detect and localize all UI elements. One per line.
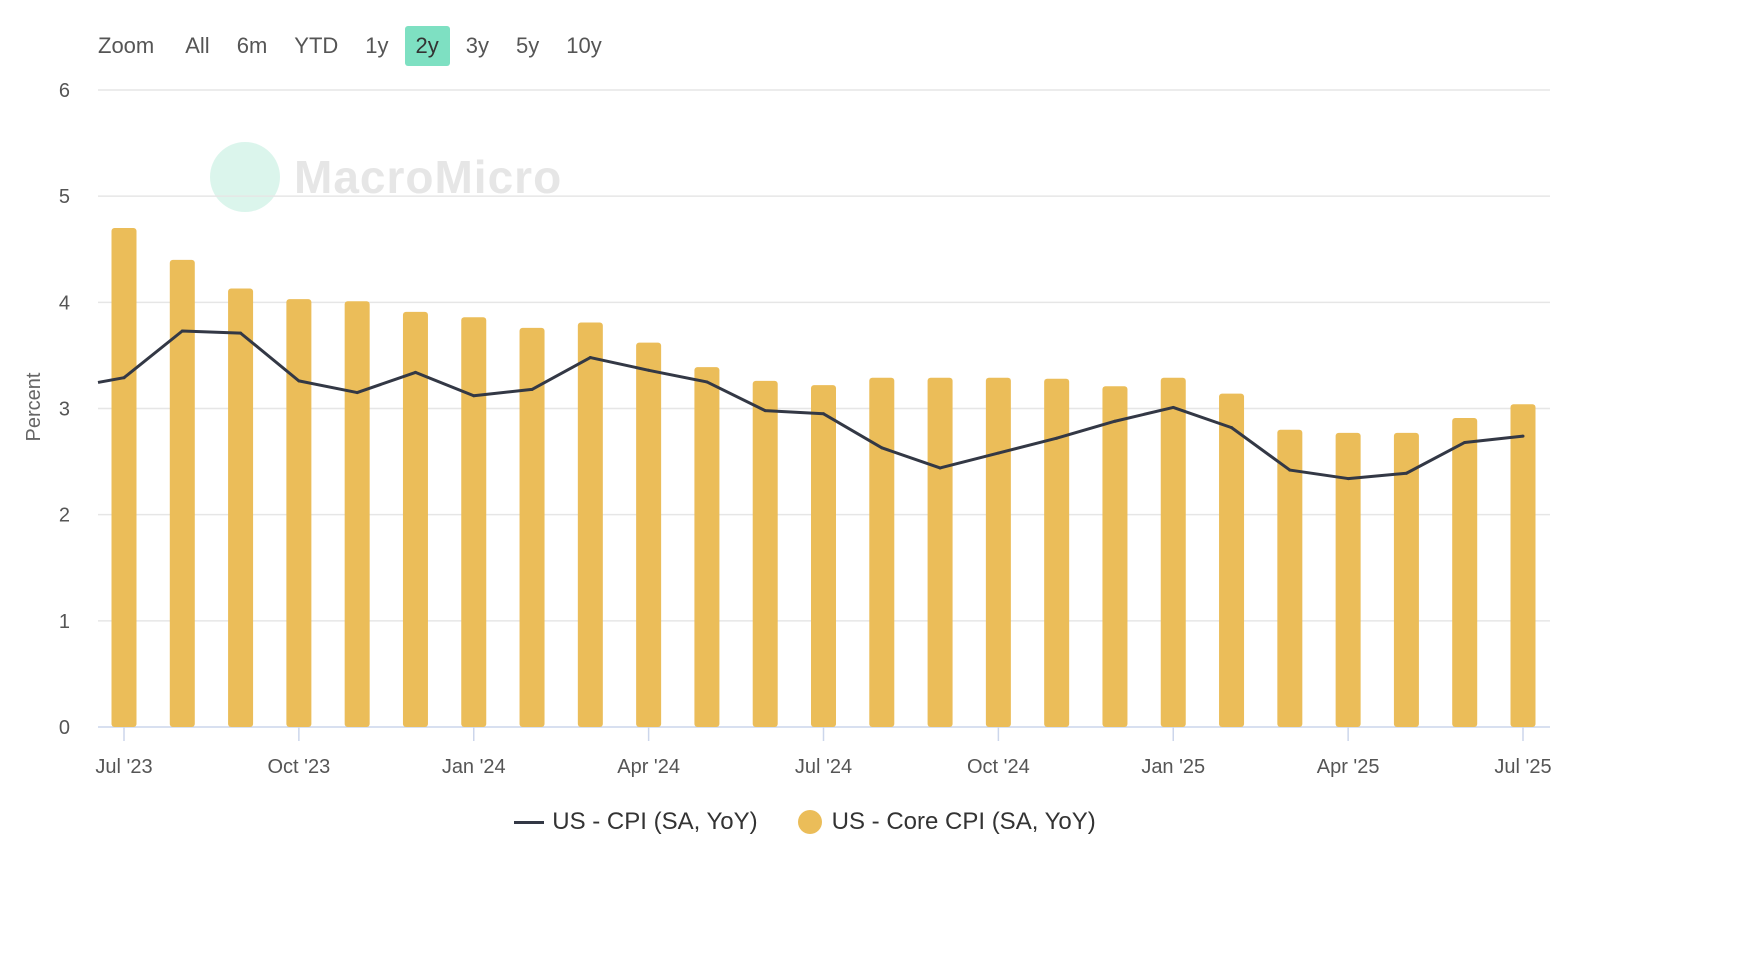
y-tick-label: 6: [59, 80, 70, 102]
cpi-point: [1346, 477, 1350, 481]
x-tick-label: Jul '24: [795, 756, 852, 778]
cpi-point: [1055, 436, 1059, 440]
legend-line-swatch: [514, 820, 545, 824]
core-cpi-bar: [519, 327, 545, 727]
zoom-label: Zoom: [98, 33, 155, 58]
watermark: MacroMicro: [210, 142, 562, 212]
x-tick-label: Jul '25: [1494, 756, 1551, 778]
core-cpi-bar: [286, 299, 312, 727]
x-tick-label: Apr '24: [617, 756, 680, 778]
cpi-point: [180, 329, 184, 333]
zoom-10y-button[interactable]: 10y: [566, 33, 602, 58]
core-cpi-bar: [1335, 432, 1361, 727]
y-tick-label: 0: [59, 717, 70, 739]
core-cpi-bar: [402, 311, 428, 727]
cpi-point: [880, 446, 884, 450]
cpi-point: [472, 394, 476, 398]
core-cpi-bar: [461, 317, 487, 727]
legend-label-core-cpi: US - Core CPI (SA, YoY): [831, 808, 1096, 835]
cpi-point: [239, 331, 243, 335]
legend-label-cpi: US - CPI (SA, YoY): [552, 808, 758, 835]
x-tick-label: Jan '25: [1141, 756, 1205, 778]
cpi-point: [122, 376, 126, 380]
cpi-point: [1230, 426, 1234, 430]
core-cpi-bar: [344, 301, 370, 727]
cpi-point: [647, 368, 651, 372]
cpi-point: [1113, 419, 1117, 423]
core-cpi-bar: [1510, 404, 1536, 727]
zoom-5y-button[interactable]: 5y: [516, 33, 540, 58]
y-tick-label: 3: [59, 399, 70, 421]
core-cpi-bar: [752, 380, 778, 727]
x-tick-label: Jul '23: [95, 756, 152, 778]
core-cpi-bar: [111, 228, 137, 727]
cpi-point: [1288, 468, 1292, 472]
y-tick-label: 1: [59, 611, 70, 633]
legend-item-cpi[interactable]: US - CPI (SA, YoY): [514, 808, 758, 836]
watermark-logo-icon: [210, 142, 280, 212]
core-cpi-bar: [811, 385, 836, 727]
core-cpi-bar: [985, 377, 1011, 727]
cpi-line-series: [97, 329, 1525, 481]
cpi-point: [588, 356, 592, 360]
core-cpi-bar: [1393, 432, 1419, 727]
x-tick-label: Apr '25: [1317, 756, 1380, 778]
core-cpi-bar: [1452, 418, 1478, 727]
y-axis-title: Percent: [23, 372, 45, 441]
cpi-point: [1404, 471, 1408, 475]
zoom-1y-button[interactable]: 1y: [365, 33, 389, 58]
x-tick-label: Oct '24: [967, 756, 1030, 778]
cpi-point: [413, 370, 417, 374]
core-cpi-bar: [927, 377, 953, 727]
core-cpi-bar: [1044, 378, 1070, 727]
zoom-all-button[interactable]: All: [185, 33, 210, 58]
core-cpi-bar: [869, 377, 895, 727]
cpi-point: [822, 412, 825, 416]
y-tick-label: 2: [59, 505, 70, 527]
core-cpi-bar: [1277, 429, 1303, 727]
x-tick-label: Jan '24: [442, 756, 506, 778]
core-cpi-bar: [577, 322, 603, 727]
zoom-6m-button[interactable]: 6m: [236, 33, 268, 58]
cpi-point: [938, 466, 942, 470]
legend-item-core-cpi[interactable]: US - Core CPI (SA, YoY): [797, 808, 1096, 836]
cpi-point: [355, 391, 359, 395]
core-cpi-bar: [636, 342, 662, 727]
core-cpi-bar: [694, 367, 720, 727]
cpi-point: [1171, 405, 1175, 409]
zoom-ytd-button[interactable]: YTD: [294, 33, 339, 58]
axes: 0 1 2 3 4 5 6 Percent Jul '23 Oct '23 Jan '24 Apr '…: [23, 80, 1552, 778]
cpi-point: [763, 409, 767, 413]
watermark-text: MacroMicro: [294, 151, 563, 203]
cpi-point: [1521, 434, 1525, 438]
cpi-line: [97, 329, 1524, 481]
legend-dot-swatch: [797, 810, 822, 834]
cpi-point: [1463, 440, 1467, 444]
zoom-3y-button[interactable]: 3y: [465, 33, 490, 58]
core-cpi-bar: [1219, 393, 1245, 727]
core-cpi-bars: [111, 228, 1536, 727]
core-cpi-bar: [228, 288, 254, 727]
core-cpi-bar: [169, 259, 195, 727]
cpi-point: [705, 380, 709, 384]
core-cpi-bar: [1102, 386, 1128, 727]
plot-area: 0 1 2 3 4 5 6 Percent Jul '23 Oct '23 Jan '24 Apr '…: [23, 80, 1552, 778]
cpi-point: [996, 451, 1000, 455]
cpi-point: [530, 387, 534, 391]
x-tick-label: Oct '23: [268, 756, 331, 778]
core-cpi-bar: [1160, 377, 1186, 727]
zoom-2y-button[interactable]: 2y: [404, 26, 450, 66]
y-tick-label: 5: [59, 186, 70, 208]
cpi-point: [297, 379, 301, 383]
y-tick-label: 4: [59, 292, 70, 314]
legend: US - CPI (SA, YoY) US - Core CPI (SA, Yo…: [0, 808, 1610, 836]
zoom-toolbar: Zoom All 6m YTD 1y 2y 3y 5y 10y: [98, 26, 618, 66]
